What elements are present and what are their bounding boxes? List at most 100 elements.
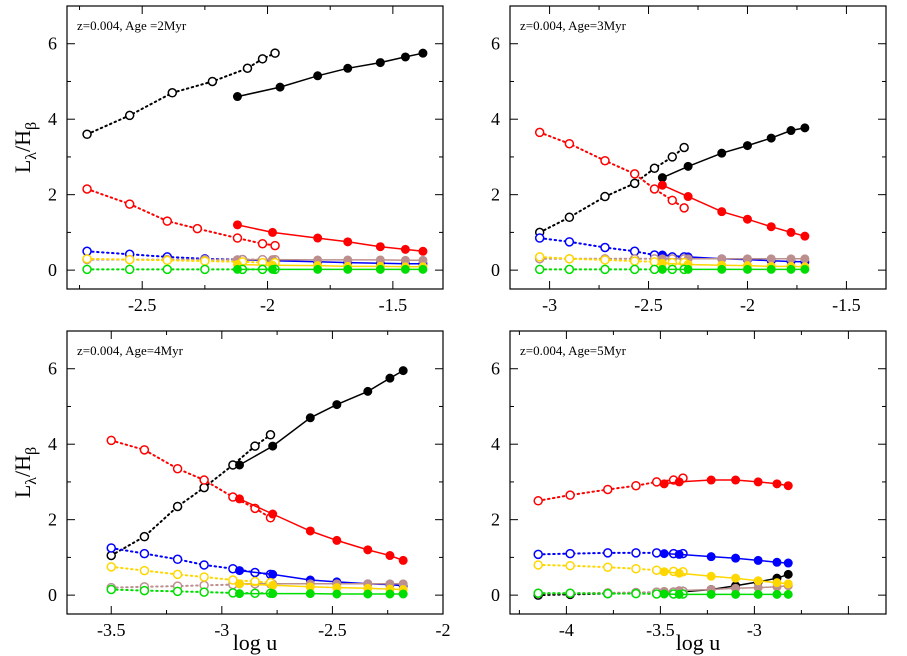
data-point-yellow-open xyxy=(600,255,610,265)
data-point-black-open xyxy=(82,129,92,140)
data-point-red-open xyxy=(192,223,203,234)
data-point-red-filled xyxy=(783,481,793,491)
data-point-red-open xyxy=(533,496,543,506)
y-tick-label: 0 xyxy=(48,260,57,280)
data-point-blue-filled xyxy=(268,569,278,579)
data-point-blue-open xyxy=(600,242,610,253)
data-point-black-filled xyxy=(305,413,315,423)
series-line-black-open xyxy=(110,433,272,557)
data-point-red-filled xyxy=(659,479,669,489)
data-point-black-filled xyxy=(363,386,373,396)
data-point-yellow-open xyxy=(200,256,210,266)
data-point-red-open xyxy=(232,233,243,243)
data-point-green-filled xyxy=(232,264,242,274)
data-point-yellow-open xyxy=(106,562,116,572)
x-tick-label: -2.5 xyxy=(128,295,157,315)
data-point-red-open xyxy=(106,435,116,446)
data-point-green-open xyxy=(124,264,135,275)
x-tick-label: -4 xyxy=(559,620,574,640)
y-axis-title-main: L xyxy=(10,160,35,173)
data-point-black-open xyxy=(265,430,276,440)
panel-4: -4 -3.5 -3 0 2 4 6 z=0.004, Age=5Myr log u xyxy=(491,330,887,655)
data-point-yellow-open xyxy=(250,576,260,587)
data-point-green-filled xyxy=(398,589,408,599)
data-point-green-filled xyxy=(332,589,342,599)
data-point-black-filled xyxy=(657,173,667,183)
data-point-red-filled xyxy=(305,526,315,536)
data-point-black-filled xyxy=(275,82,285,92)
data-point-blue-filled xyxy=(772,557,782,567)
data-point-yellow-filled xyxy=(706,571,716,581)
data-point-green-open xyxy=(172,586,183,597)
data-point-black-filled xyxy=(235,460,245,470)
y-tick-label: 0 xyxy=(491,260,500,280)
data-point-red-open xyxy=(649,184,660,194)
data-point-black-filled xyxy=(766,133,776,143)
data-point-red-open xyxy=(82,184,92,194)
x-axis-title: log u xyxy=(233,630,278,655)
x-tick-label: -2 xyxy=(260,295,275,315)
data-point-red-filled xyxy=(268,509,278,519)
y-tick-label: 6 xyxy=(48,34,57,54)
data-point-blue-filled xyxy=(659,549,669,559)
data-point-yellow-open xyxy=(199,572,209,582)
data-point-black-filled xyxy=(232,92,242,102)
data-point-red-open xyxy=(172,463,183,474)
data-point-red-filled xyxy=(742,214,752,224)
data-point-green-filled xyxy=(731,589,741,599)
data-point-green-open xyxy=(82,264,92,275)
data-point-green-filled xyxy=(786,264,796,274)
series-line-black-filled xyxy=(662,127,806,179)
y-axis-title-sub1: λ xyxy=(23,477,40,485)
data-point-red-filled xyxy=(800,231,810,241)
data-point-tan-filled xyxy=(766,254,776,264)
data-point-green-open xyxy=(162,264,173,275)
data-point-black-filled xyxy=(783,569,793,579)
data-point-black-open xyxy=(257,54,268,64)
y-tick-label: 4 xyxy=(491,109,500,129)
series-line-red-open xyxy=(86,188,277,247)
data-point-red-filled xyxy=(398,555,408,565)
data-point-green-filled xyxy=(659,589,669,599)
data-point-green-open xyxy=(565,588,575,598)
data-point-red-filled xyxy=(731,475,741,485)
data-point-green-open xyxy=(651,589,662,599)
data-point-black-filled xyxy=(332,400,342,410)
x-tick-label: -1.5 xyxy=(832,295,861,315)
data-point-yellow-open xyxy=(603,562,613,572)
y-tick-label: 4 xyxy=(48,109,57,129)
data-point-red-filled xyxy=(385,551,395,561)
data-point-yellow-open xyxy=(139,565,150,576)
data-point-green-filled xyxy=(343,264,353,274)
data-point-red-open xyxy=(199,475,209,485)
data-point-green-filled xyxy=(674,589,684,599)
data-point-black-filled xyxy=(400,52,410,62)
data-point-red-open xyxy=(651,477,662,487)
data-point-red-filled xyxy=(753,477,763,487)
panel-label: z=0.004, Age=4Myr xyxy=(77,343,184,358)
data-point-green-open xyxy=(199,587,209,597)
data-point-green-filled xyxy=(400,264,410,274)
x-tick-label: -3.5 xyxy=(97,620,126,640)
data-point-blue-open xyxy=(651,548,662,558)
data-point-green-open xyxy=(533,588,543,598)
data-point-blue-open xyxy=(631,548,641,558)
panel-label: z=0.004, Age =2Myr xyxy=(77,18,187,33)
data-point-blue-filled xyxy=(706,552,716,562)
data-point-red-filled xyxy=(706,475,716,485)
data-point-red-filled xyxy=(232,220,242,230)
data-point-green-filled xyxy=(657,264,667,274)
data-point-green-filled xyxy=(268,589,278,599)
data-point-red-open xyxy=(139,445,150,455)
data-point-green-filled xyxy=(706,589,716,599)
data-point-yellow-open xyxy=(162,255,173,266)
data-point-black-open xyxy=(124,110,135,121)
data-point-yellow-open xyxy=(651,565,662,575)
data-point-black-filled xyxy=(375,58,385,68)
data-point-blue-filled xyxy=(753,555,763,565)
data-point-black-open xyxy=(139,531,150,542)
y-tick-label: 0 xyxy=(491,585,500,605)
data-point-blue-open xyxy=(139,548,150,559)
data-point-black-filled xyxy=(418,48,428,58)
data-point-green-filled xyxy=(772,589,782,599)
